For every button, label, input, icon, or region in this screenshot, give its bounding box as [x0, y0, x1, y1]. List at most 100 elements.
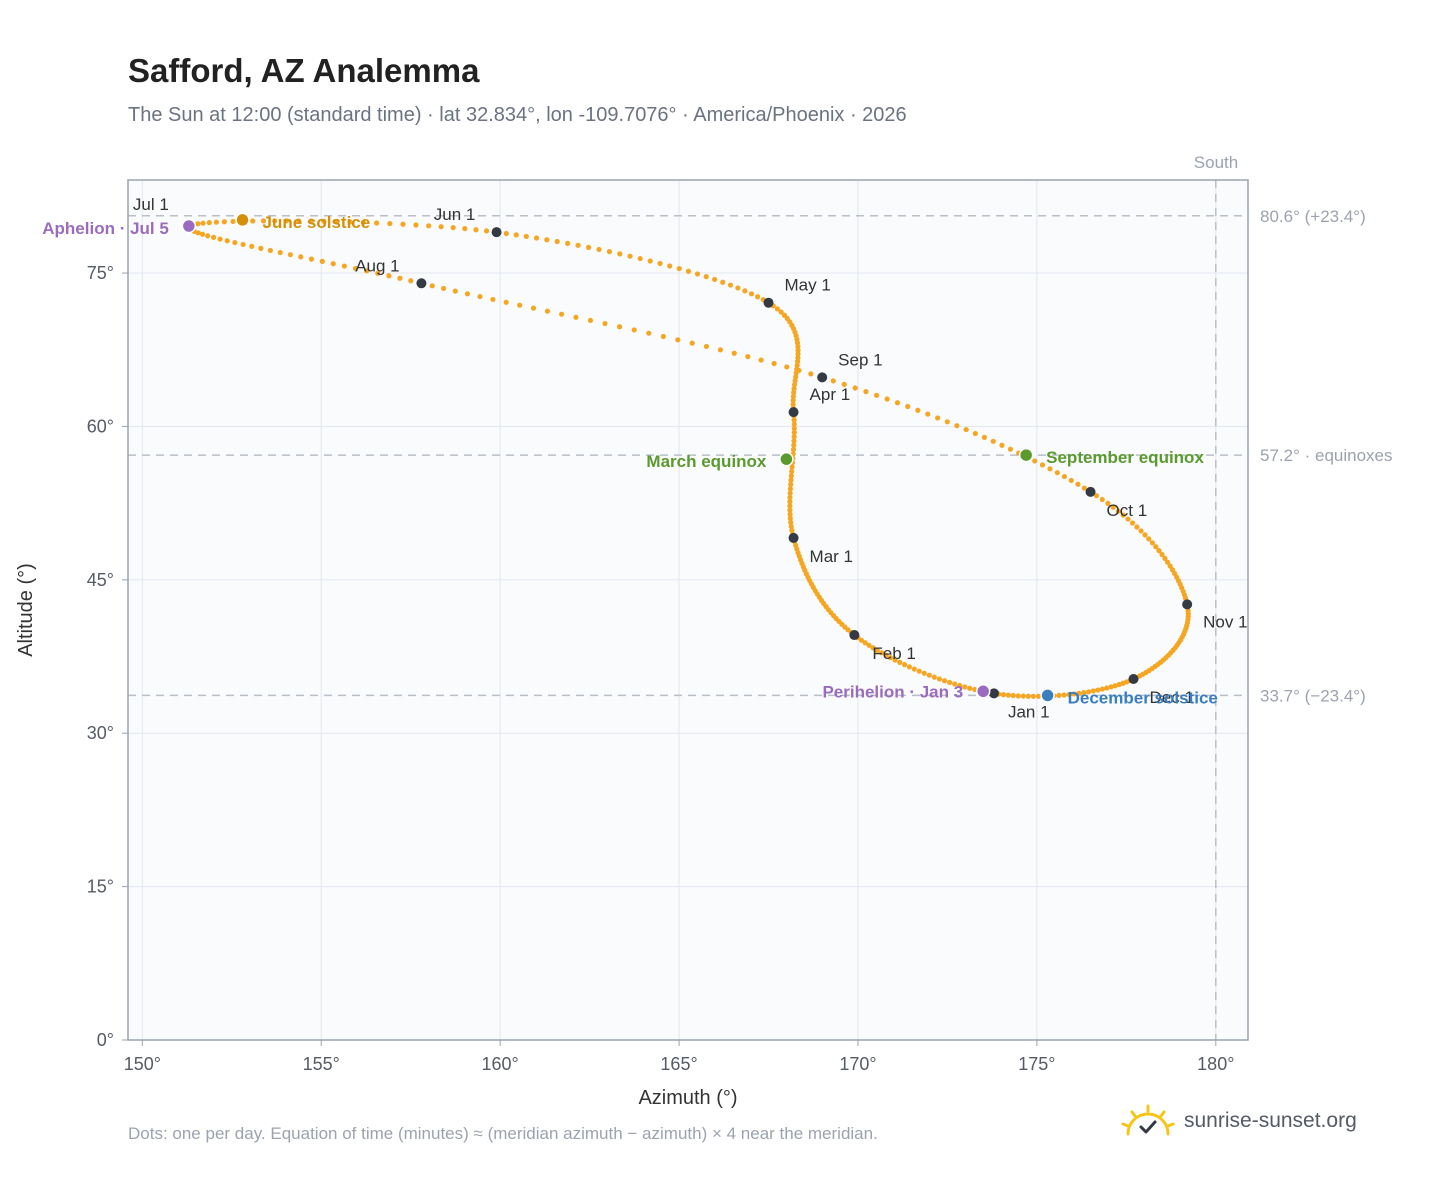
daily-dot	[795, 347, 801, 353]
daily-dot	[954, 423, 960, 429]
month-marker	[1182, 599, 1193, 610]
daily-dot	[462, 226, 468, 232]
daily-dot	[637, 255, 643, 262]
month-label: Nov 1	[1203, 612, 1247, 631]
brand[interactable]: sunrise-sunset.org	[1120, 1104, 1357, 1138]
daily-dot	[347, 219, 353, 225]
daily-dot	[616, 324, 623, 330]
daily-dot	[199, 231, 206, 237]
month-label: Mar 1	[810, 547, 853, 566]
x-axis-title: Azimuth (°)	[638, 1087, 737, 1109]
daily-dot	[1153, 544, 1159, 550]
daily-dot	[796, 367, 802, 374]
x-tick-label: 150°	[124, 1054, 161, 1074]
daily-dot	[712, 276, 718, 283]
daily-dot	[503, 230, 509, 237]
daily-dot	[905, 403, 911, 410]
daily-dot	[205, 233, 211, 239]
daily-dot	[341, 263, 347, 269]
daily-dot	[210, 234, 217, 240]
daily-dot	[1068, 477, 1074, 484]
daily-dot	[931, 674, 937, 680]
daily-dot	[916, 668, 922, 674]
daily-dot	[221, 219, 227, 225]
daily-dot	[870, 645, 876, 651]
plot-frame	[127, 179, 1249, 1041]
daily-dot	[1095, 687, 1101, 693]
month-marker	[1085, 486, 1096, 497]
daily-dot	[791, 425, 797, 431]
daily-dot	[450, 225, 456, 231]
reference-lines: 80.6° (+23.4°) 57.2° · equinoxes 33.7° (−2…	[128, 180, 1393, 1040]
daily-dot	[1108, 684, 1114, 690]
y-tick-label: 15°	[87, 877, 114, 897]
daily-dot	[972, 430, 978, 437]
daily-dot	[788, 477, 794, 483]
daily-dot	[272, 218, 278, 224]
daily-dot	[400, 221, 406, 227]
daily-dot	[206, 220, 212, 226]
daily-dot	[774, 306, 781, 312]
daily-dot	[364, 268, 370, 274]
daily-dot	[1030, 693, 1036, 699]
daily-dot	[386, 273, 392, 279]
axis-ticks: 150° 155° 160° 165° 170° 175° 180° 0° 15° 30° 45° 6…	[87, 263, 1235, 1074]
daily-dot	[1047, 466, 1053, 472]
daily-dot	[260, 218, 267, 224]
daily-dot	[627, 253, 633, 259]
daily-dot	[808, 371, 814, 377]
reference-line-label: 80.6° (+23.4°)	[1260, 207, 1366, 226]
daily-dot	[1116, 681, 1122, 688]
daily-dot	[878, 650, 885, 656]
daily-dot	[863, 389, 869, 395]
daily-dot	[602, 320, 608, 327]
daily-dot	[1015, 693, 1021, 699]
event-marker	[975, 684, 991, 699]
daily-dot	[464, 291, 471, 297]
daily-dot	[790, 446, 797, 453]
daily-dot	[717, 347, 724, 353]
daily-dot	[1076, 690, 1082, 696]
daily-dot	[866, 642, 872, 648]
daily-dot	[771, 360, 777, 367]
daily-dot	[873, 392, 880, 398]
daily-dot	[374, 220, 380, 226]
daily-dot	[911, 666, 917, 672]
daily-dot	[544, 308, 551, 314]
daily-dot	[795, 355, 801, 361]
daily-dot	[957, 682, 963, 689]
month-label: May 1	[785, 276, 831, 295]
daily-dot	[1105, 500, 1111, 506]
daily-dot	[1000, 692, 1007, 698]
daily-sun-positions	[185, 218, 1191, 699]
month-label: Apr 1	[810, 385, 851, 404]
daily-dot	[554, 238, 560, 245]
daily-dot	[1110, 504, 1116, 510]
x-tick-label: 170°	[839, 1054, 876, 1074]
daily-dot	[963, 426, 969, 433]
daily-dot	[936, 676, 943, 682]
daily-dot	[788, 523, 794, 530]
month-label: Dec 1	[1149, 688, 1193, 707]
daily-dot	[1104, 685, 1110, 691]
daily-dot	[788, 481, 794, 488]
daily-dot	[790, 397, 796, 403]
daily-dot	[789, 468, 795, 475]
event-label: September equinox	[1046, 448, 1204, 467]
daily-dot	[791, 442, 797, 448]
daily-dot	[787, 515, 793, 522]
month-marker	[988, 688, 999, 699]
daily-dot	[330, 261, 336, 267]
daily-dot	[517, 302, 523, 308]
daily-dot	[703, 274, 709, 280]
chart-subtitle: The Sun at 12:00 (standard time) · lat 3…	[128, 104, 907, 126]
daily-dot	[360, 219, 366, 226]
daily-dot	[789, 464, 795, 470]
daily-dot	[694, 271, 701, 277]
daily-dot	[646, 330, 652, 336]
daily-dot	[795, 351, 801, 357]
daily-dot	[967, 685, 973, 691]
daily-dot	[787, 511, 793, 517]
reference-line-label: 33.7° (−23.4°)	[1260, 686, 1366, 705]
daily-dot	[1115, 508, 1121, 514]
